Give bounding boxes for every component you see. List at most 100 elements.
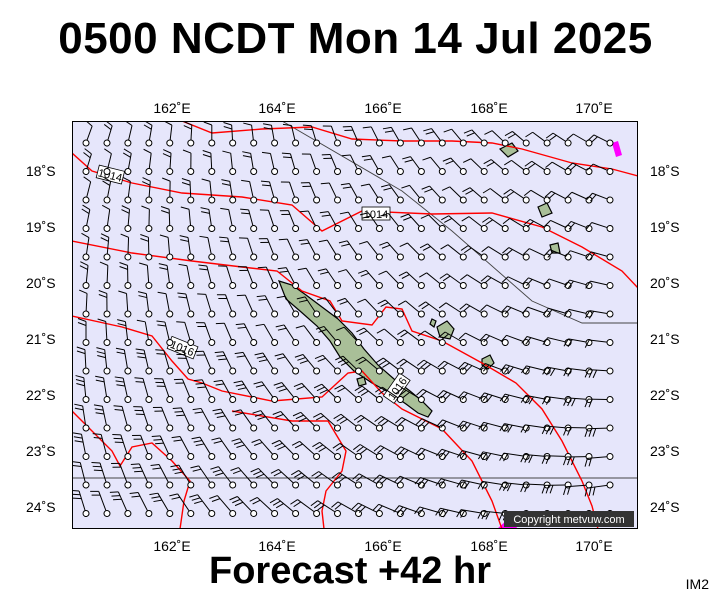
wind-barb <box>358 269 383 289</box>
wind-barb <box>182 149 195 175</box>
wind-barb <box>586 192 614 204</box>
wind-barb <box>76 346 90 375</box>
ouvea-island <box>429 318 437 328</box>
wind-barb <box>93 404 111 432</box>
wind-barb <box>229 496 258 517</box>
wind-barb <box>423 128 446 147</box>
lon-label-top-162: 162˚E <box>153 100 191 116</box>
wind-barb <box>159 234 174 261</box>
wind-barb <box>210 466 237 489</box>
wind-barb <box>243 122 258 147</box>
wind-barb <box>421 185 446 204</box>
wind-barb <box>379 241 404 261</box>
wind-barb <box>381 155 404 175</box>
vanuatu-east-island <box>537 202 553 218</box>
wind-barb <box>584 339 614 348</box>
wind-barb <box>443 128 467 147</box>
wind-barb <box>81 204 91 232</box>
wind-barb <box>117 319 132 346</box>
lat-label-right-19: 19˚S <box>650 219 680 235</box>
lat-label-left-24: 24˚S <box>26 499 56 515</box>
wind-barb <box>75 375 90 403</box>
lon-label-bottom-162: 162˚E <box>153 538 191 554</box>
wind-barb <box>584 453 614 467</box>
wind-barb <box>382 126 404 147</box>
wind-barb <box>136 319 153 346</box>
wind-barb <box>171 435 195 460</box>
forecast-label: Forecast +42 hr <box>209 550 491 592</box>
isobar-2 <box>72 152 638 289</box>
wind-barb <box>419 272 446 289</box>
wind-barb <box>313 383 341 403</box>
wind-barb <box>400 213 425 232</box>
wind-barb <box>101 204 111 232</box>
wind-barb <box>191 436 216 460</box>
wind-barb <box>584 424 614 437</box>
wind-barb <box>211 437 237 460</box>
wind-barb <box>341 154 362 175</box>
wind-barb <box>310 500 341 517</box>
wind-barb <box>331 472 362 489</box>
wind-barb <box>417 330 446 346</box>
wind-barb <box>143 148 153 175</box>
wind-barb <box>91 462 111 489</box>
wind-barb <box>462 158 488 175</box>
wind-barb <box>162 149 174 175</box>
wind-barb <box>459 303 488 318</box>
wind-barb <box>177 292 195 318</box>
wind-barb <box>254 352 279 375</box>
wind-barb <box>480 275 509 289</box>
wind-barb <box>149 492 174 517</box>
wind-barb <box>396 358 425 375</box>
wind-barb <box>375 357 404 375</box>
wind-barb <box>312 441 341 460</box>
wind-barb <box>281 152 300 175</box>
wind-barb <box>231 438 258 460</box>
wind-barb <box>72 432 90 460</box>
wind-barb <box>334 384 362 403</box>
wind-barb <box>461 216 488 232</box>
lon-label-bottom-164: 164˚E <box>258 538 296 554</box>
wind-barb <box>135 348 153 375</box>
wind-barb <box>79 261 90 289</box>
isobar-label-1014-b: 1014 <box>364 209 388 221</box>
wind-barb <box>219 236 237 261</box>
wind-barb <box>200 207 216 232</box>
wind-barb <box>482 217 509 232</box>
wind-barb <box>202 150 216 175</box>
wind-barb <box>483 159 509 175</box>
wind-barb <box>209 495 237 517</box>
wind-barb <box>290 470 321 489</box>
wind-barb <box>280 181 300 204</box>
wind-barb <box>435 448 467 460</box>
wind-barb <box>102 176 112 204</box>
wind-barb <box>234 351 258 375</box>
wind-barb <box>150 463 174 489</box>
wind-barb <box>240 208 258 232</box>
isobar-1 <box>181 121 638 177</box>
wind-barb <box>95 375 111 403</box>
wind-barb <box>399 242 425 261</box>
wind-barb <box>160 206 174 232</box>
wind-barb <box>239 237 258 261</box>
wind-barb <box>178 263 195 289</box>
wind-barb <box>158 263 174 289</box>
wind-barb <box>482 188 509 204</box>
wind-barb <box>276 295 300 318</box>
lon-label-bottom-168: 168˚E <box>470 538 508 554</box>
wind-barb <box>419 243 446 261</box>
wind-barb <box>272 410 300 432</box>
wind-barb <box>337 269 362 289</box>
wind-barb <box>585 251 614 261</box>
wind-barb <box>353 444 383 460</box>
wind-barb <box>523 218 551 232</box>
wind-barb <box>481 246 509 261</box>
wind-barb <box>270 468 300 489</box>
wind-barb <box>221 179 237 204</box>
wind-barb <box>397 329 425 346</box>
wind-barb <box>274 353 300 375</box>
wind-barb <box>359 212 383 232</box>
wind-barb <box>170 464 195 489</box>
lat-label-left-18: 18˚S <box>26 163 56 179</box>
wind-barb <box>220 207 237 232</box>
